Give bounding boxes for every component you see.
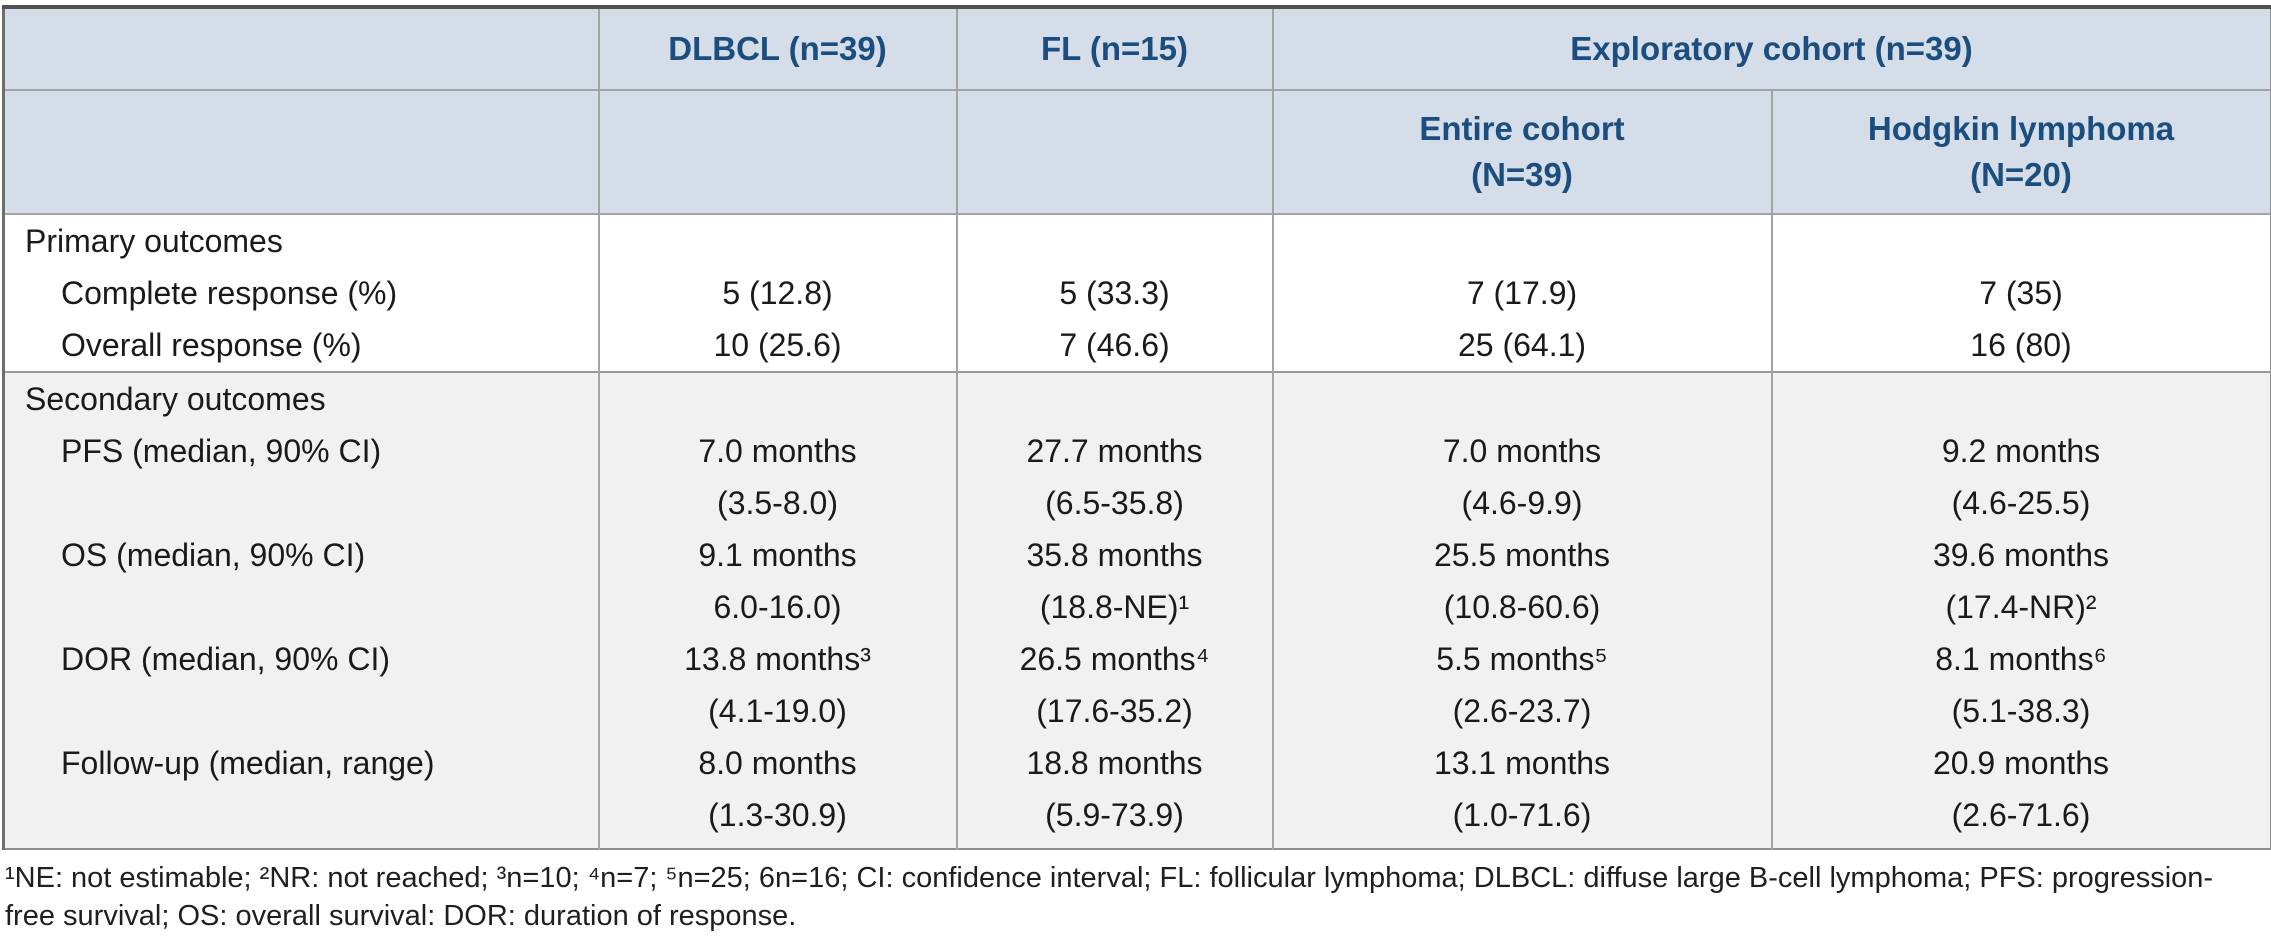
table-cell	[1271, 371, 1772, 425]
table-cell	[1271, 214, 1772, 267]
table-cell: 5 (33.3)	[955, 267, 1273, 319]
table-cell: 9.2 months (4.6-25.5)	[1770, 425, 2271, 529]
table-cell	[597, 371, 957, 425]
page: DLBCL (n=39) FL (n=15) Exploratory cohor…	[0, 5, 2271, 943]
table-cell: 20.9 months (2.6-71.6)	[1770, 737, 2271, 849]
table-cell	[955, 371, 1273, 425]
table-cell: 9.1 months 6.0-16.0)	[597, 529, 957, 633]
outcomes-table: DLBCL (n=39) FL (n=15) Exploratory cohor…	[2, 5, 2271, 850]
table-cell: 39.6 months (17.4-NR)²	[1770, 529, 2271, 633]
table-cell: 25 (64.1)	[1271, 319, 1772, 372]
table-cell: 7.0 months (4.6-9.9)	[1271, 425, 1772, 529]
row-label: Primary outcomes	[3, 214, 599, 267]
table-cell: 13.8 months³ (4.1-19.0)	[597, 633, 957, 737]
header-cell-exploratory: Exploratory cohort (n=39)	[1271, 7, 2271, 91]
table-cell	[1770, 214, 2271, 267]
header-cell-empty	[3, 7, 599, 91]
table-row-complete-response: Complete response (%) 5 (12.8) 5 (33.3) …	[3, 267, 2271, 319]
table-row-pfs: PFS (median, 90% CI) 7.0 months (3.5-8.0…	[3, 425, 2271, 529]
row-label: Complete response (%)	[3, 267, 599, 319]
header-cell-empty	[597, 90, 957, 215]
row-label: Overall response (%)	[3, 319, 599, 372]
table-cell: 26.5 months⁴ (17.6-35.2)	[955, 633, 1273, 737]
header-cell-empty	[3, 90, 599, 215]
header-cell-hodgkin-lymphoma: Hodgkin lymphoma (N=20)	[1770, 90, 2271, 215]
table-footnote: ¹NE: not estimable; ²NR: not reached; ³n…	[5, 862, 2214, 932]
header-cell-dlbcl: DLBCL (n=39)	[597, 7, 957, 91]
row-label: DOR (median, 90% CI)	[3, 633, 599, 737]
table-row-os: OS (median, 90% CI) 9.1 months 6.0-16.0)…	[3, 529, 2271, 633]
row-label: PFS (median, 90% CI)	[3, 425, 599, 529]
table-cell	[1770, 371, 2271, 425]
table-row-dor: DOR (median, 90% CI) 13.8 months³ (4.1-1…	[3, 633, 2271, 737]
table-cell: 13.1 months (1.0-71.6)	[1271, 737, 1772, 849]
header-row-subcolumns: Entire cohort (N=39) Hodgkin lymphoma (N…	[3, 90, 2271, 215]
table-cell: 8.1 months⁶ (5.1-38.3)	[1770, 633, 2271, 737]
header-cell-entire-cohort: Entire cohort (N=39)	[1271, 90, 1772, 215]
table-cell: 5.5 months⁵ (2.6-23.7)	[1271, 633, 1772, 737]
row-label: Follow-up (median, range)	[3, 737, 599, 849]
table-cell: 25.5 months (10.8-60.6)	[1271, 529, 1772, 633]
table-cell: 5 (12.8)	[597, 267, 957, 319]
header-row-groups: DLBCL (n=39) FL (n=15) Exploratory cohor…	[3, 7, 2271, 91]
table-cell: 7 (17.9)	[1271, 267, 1772, 319]
table-cell: 7.0 months (3.5-8.0)	[597, 425, 957, 529]
header-cell-fl: FL (n=15)	[955, 7, 1273, 91]
row-label: OS (median, 90% CI)	[3, 529, 599, 633]
table-cell	[597, 214, 957, 267]
table-cell: 10 (25.6)	[597, 319, 957, 372]
table-cell: 18.8 months (5.9-73.9)	[955, 737, 1273, 849]
table-cell: 16 (80)	[1770, 319, 2271, 372]
table-cell: 35.8 months (18.8-NE)¹	[955, 529, 1273, 633]
table-row-secondary-outcomes: Secondary outcomes	[3, 371, 2271, 425]
header-cell-empty	[955, 90, 1273, 215]
table-cell: 7 (46.6)	[955, 319, 1273, 372]
row-label: Secondary outcomes	[3, 371, 599, 425]
table-cell: 27.7 months (6.5-35.8)	[955, 425, 1273, 529]
table-row-follow-up: Follow-up (median, range) 8.0 months (1.…	[3, 737, 2271, 849]
table-row-primary-outcomes: Primary outcomes	[3, 214, 2271, 267]
table-row-overall-response: Overall response (%) 10 (25.6) 7 (46.6) …	[3, 319, 2271, 372]
table-cell: 8.0 months (1.3-30.9)	[597, 737, 957, 849]
table-cell: 7 (35)	[1770, 267, 2271, 319]
table-cell	[955, 214, 1273, 267]
